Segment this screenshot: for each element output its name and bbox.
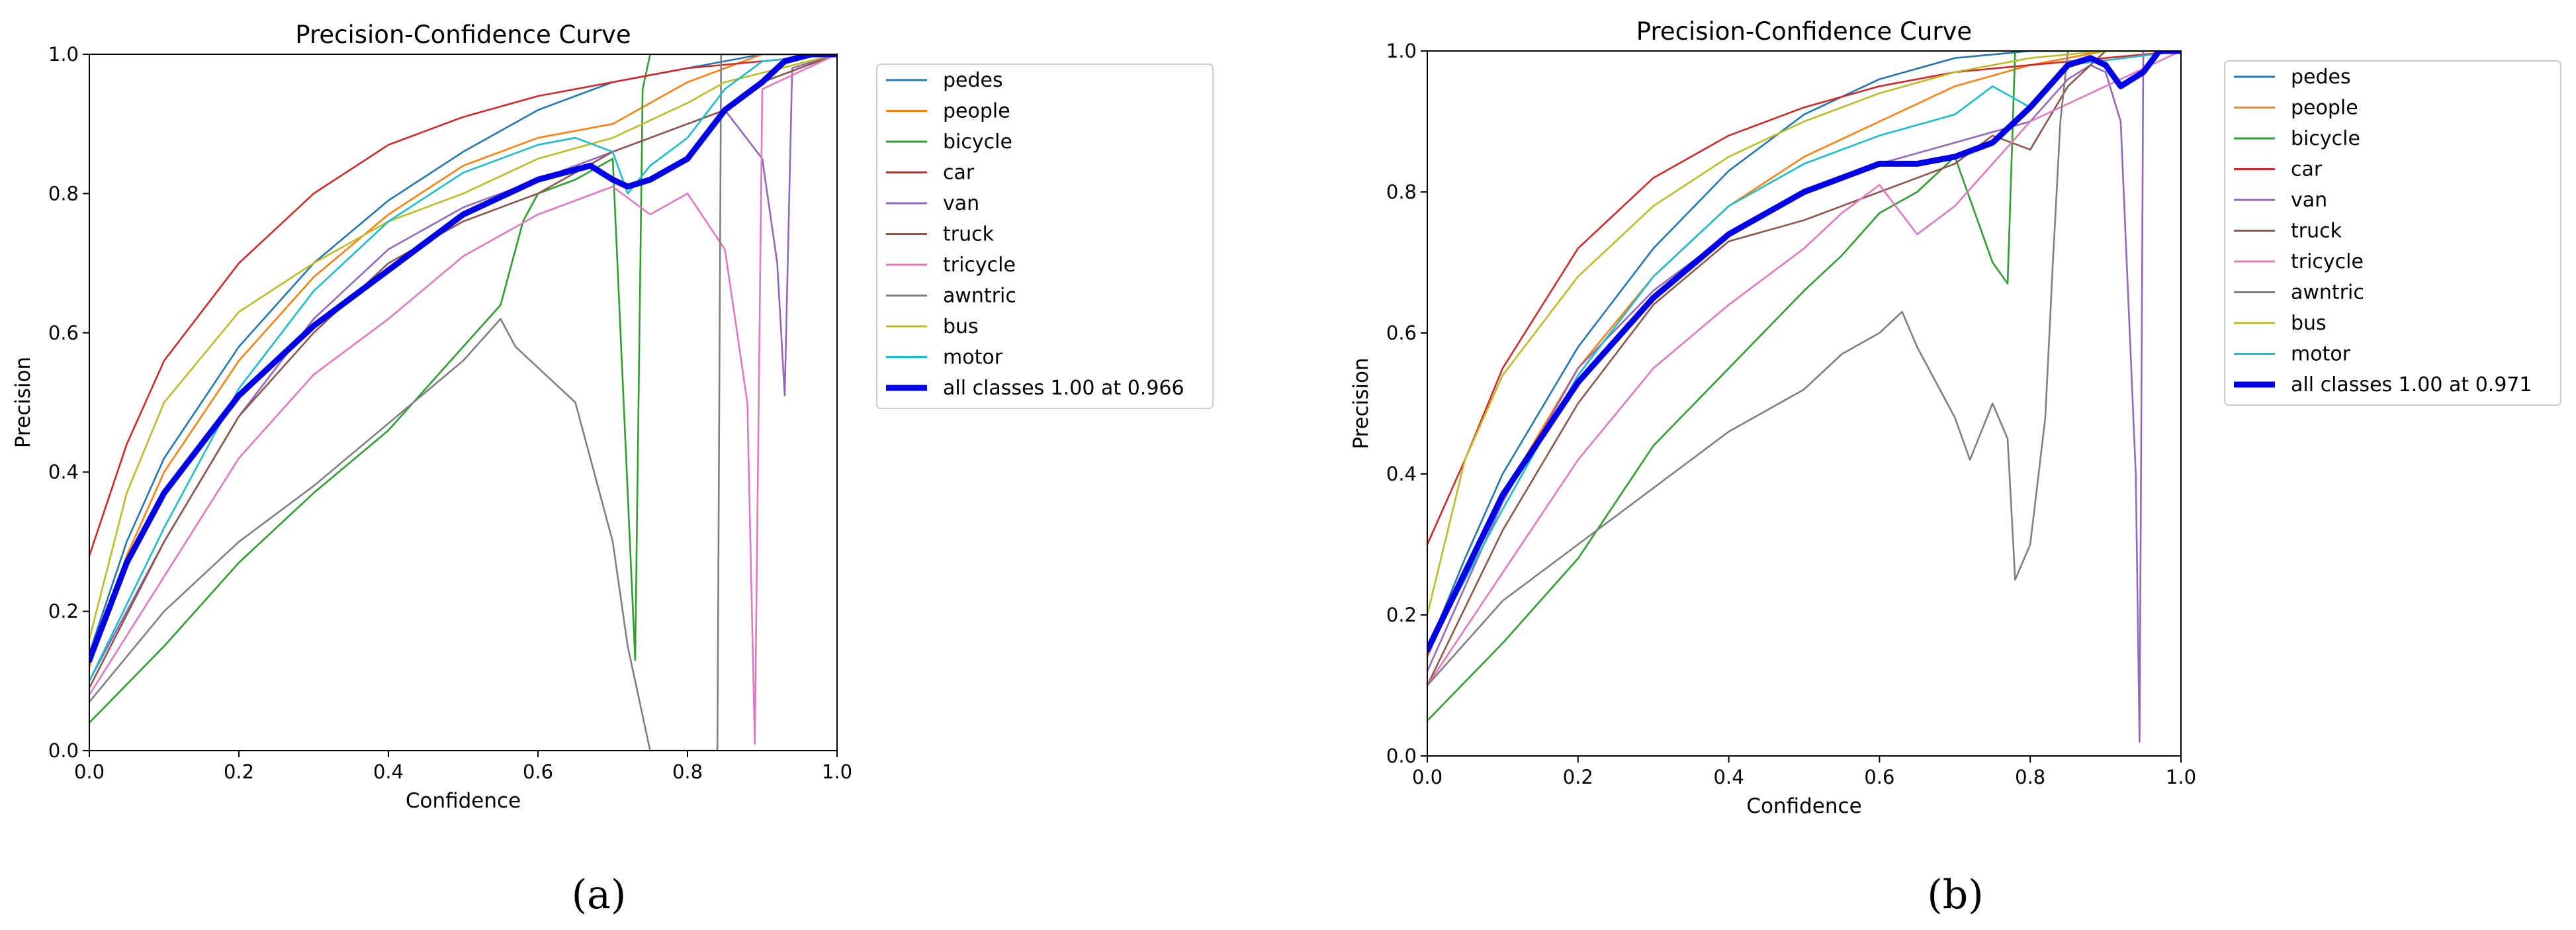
x-tick-label: 0.4	[1714, 766, 1744, 788]
series-line-all	[89, 54, 837, 663]
plot-area	[1427, 51, 2181, 756]
series-line-bus	[1427, 51, 2181, 616]
y-tick-label: 0.0	[48, 739, 79, 762]
x-axis-label: Confidence	[1746, 794, 1861, 818]
legend-label: awntric	[2291, 281, 2364, 304]
y-tick-label: 0.8	[1386, 181, 1417, 203]
series-line-car	[1427, 51, 2181, 545]
legend-label: van	[943, 192, 979, 215]
series-line-people	[89, 54, 837, 669]
legend-label: bus	[943, 315, 979, 338]
legend-label: van	[2291, 189, 2327, 212]
legend-label: awntric	[943, 285, 1016, 308]
x-tick-label: 0.2	[1563, 766, 1593, 788]
legend-label: truck	[2291, 220, 2342, 243]
series-line-tricycle	[1427, 51, 2181, 686]
x-tick-label: 0.4	[373, 761, 404, 783]
legend-label: pedes	[2291, 66, 2351, 89]
y-tick-label: 0.6	[1386, 322, 1417, 344]
x-tick-label: 0.2	[224, 761, 254, 783]
series-line-truck	[1427, 51, 2181, 686]
series-line-pedes	[89, 54, 837, 654]
legend-label: all classes 1.00 at 0.966	[943, 377, 1184, 400]
series-line-motor	[89, 54, 837, 682]
y-tick-label: 0.0	[1386, 745, 1417, 767]
legend-label: motor	[2291, 343, 2351, 366]
legend-box	[876, 64, 1214, 409]
series-line-tricycle	[89, 54, 837, 745]
legend-label: bicycle	[943, 130, 1012, 154]
legend-label: all classes 1.00 at 0.971	[2291, 373, 2532, 396]
chart-panel-a: 0.0 0.2 0.4 0.6 0.8 1.0 0.0 0.2 0.4 0.6 0.8 1.0 Prec…	[11, 21, 1214, 918]
y-tick-label: 1.0	[1386, 40, 1417, 62]
series-line-all	[1427, 51, 2181, 653]
legend-label: bicycle	[2291, 127, 2360, 150]
chart-title: Precision-Confidence Curve	[295, 21, 631, 49]
y-tick-label: 0.4	[1386, 463, 1417, 485]
y-tick-label: 0.8	[48, 182, 79, 205]
y-tick-label: 1.0	[48, 43, 79, 66]
x-tick-label: 0.6	[1864, 766, 1894, 788]
plot-area	[89, 54, 837, 751]
y-tick-label: 0.4	[48, 461, 79, 483]
series-line-awntric	[89, 54, 837, 751]
legend-label: tricycle	[943, 254, 1016, 277]
series-line-car	[89, 54, 837, 557]
legend-label: people	[943, 100, 1010, 123]
y-axis-label: Precision	[11, 357, 35, 448]
series-line-bicycle	[1427, 51, 2181, 722]
legend-label: car	[943, 162, 975, 185]
series-line-pedes	[1427, 51, 2181, 651]
legend-box	[2224, 60, 2561, 406]
series-line-bicycle	[89, 54, 837, 724]
series-line-bus	[89, 54, 837, 640]
x-tick-label: 1.0	[2166, 766, 2196, 788]
legend-label: car	[2291, 158, 2323, 181]
axes-frame	[1427, 50, 2182, 757]
legend-label: people	[2291, 97, 2358, 120]
y-tick-label: 0.2	[1386, 604, 1417, 626]
x-tick-label: 0.0	[74, 761, 105, 783]
y-axis-label: Precision	[1349, 357, 1373, 449]
series-lines	[1427, 51, 2181, 743]
x-tick-label: 0.8	[2015, 766, 2045, 788]
axes-frame	[89, 54, 838, 751]
x-tick-label: 0.6	[523, 761, 553, 783]
legend: pedes people bicycle car van truck tricycle awn…	[2224, 60, 2561, 406]
y-tick-label: 0.2	[48, 600, 79, 623]
legend-label: pedes	[943, 69, 1003, 92]
legend-label: tricycle	[2291, 250, 2364, 273]
panel-label: (b)	[1927, 872, 1983, 918]
x-axis-label: Confidence	[406, 789, 521, 813]
series-lines	[89, 54, 837, 751]
x-tick-label: 0.0	[1412, 766, 1443, 788]
x-tick-label: 0.8	[672, 761, 703, 783]
legend: pedes people bicycle car van truck tricycle awn…	[876, 64, 1214, 409]
legend-label: bus	[2291, 312, 2327, 335]
y-tick-label: 0.6	[48, 322, 79, 344]
legend-label: motor	[943, 346, 1003, 369]
panel-label: (a)	[572, 872, 627, 918]
series-line-awntric	[1427, 51, 2181, 686]
legend-label: truck	[943, 223, 995, 246]
chart-title: Precision-Confidence Curve	[1636, 17, 1972, 46]
x-tick-label: 1.0	[822, 761, 852, 783]
chart-panel-b: 0.0 0.2 0.4 0.6 0.8 1.0 0.0 0.2 0.4 0.6 0.8 1.0 Prec…	[1349, 17, 2561, 918]
